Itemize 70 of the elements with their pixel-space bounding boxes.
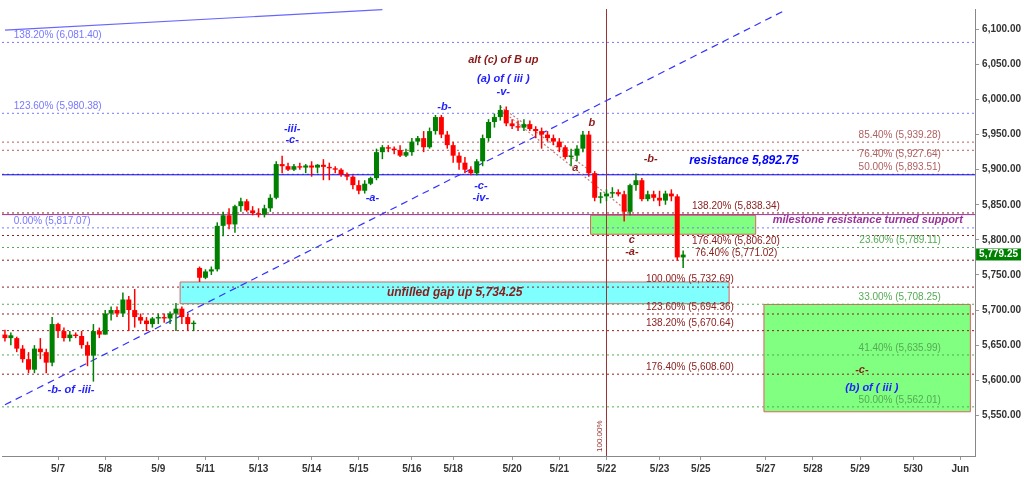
x-tick-label: 5/14: [301, 462, 322, 474]
x-tick-label: 5/7: [51, 462, 66, 474]
ref-line-label: 100.00%: [594, 420, 604, 452]
ref-line-label: 138.20% (6,081.40): [13, 29, 102, 41]
annotation: -v-: [496, 84, 511, 97]
ref-line-label: milestone resistance turned support: [772, 213, 965, 226]
y-tick-label: 5,900.00: [982, 163, 1022, 175]
annotation: (a) of ( iii ): [477, 72, 530, 85]
annotation: -iv-: [472, 190, 490, 203]
x-tick-label: 5/23: [649, 462, 670, 474]
x-tick-label: 5/30: [903, 462, 924, 474]
x-tick-label: 5/15: [349, 462, 369, 474]
annotation: a: [572, 160, 579, 173]
band-label: unfilled gap up 5,734.25: [386, 285, 523, 300]
x-tick-label: 5/18: [443, 462, 464, 474]
ref-line-label: 33.00% (5,708.25): [858, 291, 941, 302]
ref-line-label: 123.60% (5,694.36): [646, 300, 734, 312]
ref-line-label: 123.60% (5,980.38): [13, 100, 102, 112]
ref-line-label: 76.40% (5,771.02): [694, 246, 778, 258]
x-tick-label: 5/13: [248, 462, 269, 474]
annotation: -c-: [855, 363, 869, 376]
ref-line-label: 100.00% (5,732.69): [646, 272, 734, 284]
y-tick-label: 5,550.00: [982, 409, 1022, 421]
ref-line-label: 23.60% (5,789.11): [859, 234, 941, 246]
ref-line-label: 50.00% (5,562.01): [858, 393, 941, 405]
annotation: -iii-: [283, 122, 301, 135]
annotation: -c-: [474, 178, 488, 191]
y-tick-label: 6,050.00: [982, 58, 1022, 70]
y-tick-label: 5,850.00: [982, 198, 1022, 210]
y-tick-label: 5,750.00: [982, 268, 1022, 280]
ref-line-label: 176.40% (5,806.20): [692, 235, 780, 247]
ref-line-label: 176.40% (5,608.60): [646, 360, 734, 372]
ref-line-label: resistance 5,892.75: [689, 153, 799, 168]
annotation: -b-: [643, 152, 659, 165]
x-tick-label: Jun: [951, 462, 970, 474]
ref-line-label: 50.00% (5,893.51): [858, 161, 941, 172]
x-tick-label: 5/22: [596, 462, 617, 474]
ref-line-label: 41.40% (5,635.99): [858, 341, 941, 353]
ref-line-label: 0.00% (5,817.07): [13, 214, 91, 226]
annotation: (b) of ( iii ): [845, 380, 899, 393]
y-tick-label: 5,700.00: [982, 303, 1022, 315]
annotation: -b-: [437, 99, 452, 112]
y-tick-label: 6,100.00: [982, 23, 1022, 35]
x-tick-label: 5/9: [151, 462, 166, 474]
x-tick-label: 5/25: [691, 462, 712, 474]
y-tick-label: 5,800.00: [982, 233, 1022, 245]
annotation: c: [628, 232, 635, 245]
text: 5,779.25: [979, 248, 1019, 260]
annotation: -c-: [285, 133, 300, 146]
x-tick-label: 5/28: [803, 462, 824, 474]
x-tick-label: 5/27: [755, 462, 776, 474]
annotation: -b- of -iii-: [47, 383, 95, 396]
annotation: -a-: [365, 190, 380, 203]
ref-line-label: 138.20% (5,838.34): [692, 199, 780, 211]
x-tick-label: 5/20: [502, 462, 523, 474]
x-tick-label: 5/11: [196, 462, 216, 474]
y-tick-label: 6,000.00: [982, 93, 1022, 105]
y-tick-label: 5,600.00: [982, 373, 1022, 385]
annotation: -a-: [625, 244, 639, 257]
x-tick-label: 5/8: [98, 462, 113, 474]
ref-line-label: 76.40% (5,927.64): [858, 148, 941, 160]
x-tick-label: 5/29: [850, 462, 871, 474]
y-tick-label: 5,950.00: [982, 128, 1022, 140]
ref-line-label: 138.20% (5,670.64): [646, 317, 734, 329]
annotation: b: [588, 115, 596, 128]
annotation: alt (c) of B up: [468, 52, 539, 65]
y-tick-label: 5,650.00: [982, 338, 1022, 350]
x-tick-label: 5/16: [402, 462, 423, 474]
x-tick-label: 5/21: [549, 462, 570, 474]
ref-line-label: 85.40% (5,939.28): [858, 128, 941, 140]
